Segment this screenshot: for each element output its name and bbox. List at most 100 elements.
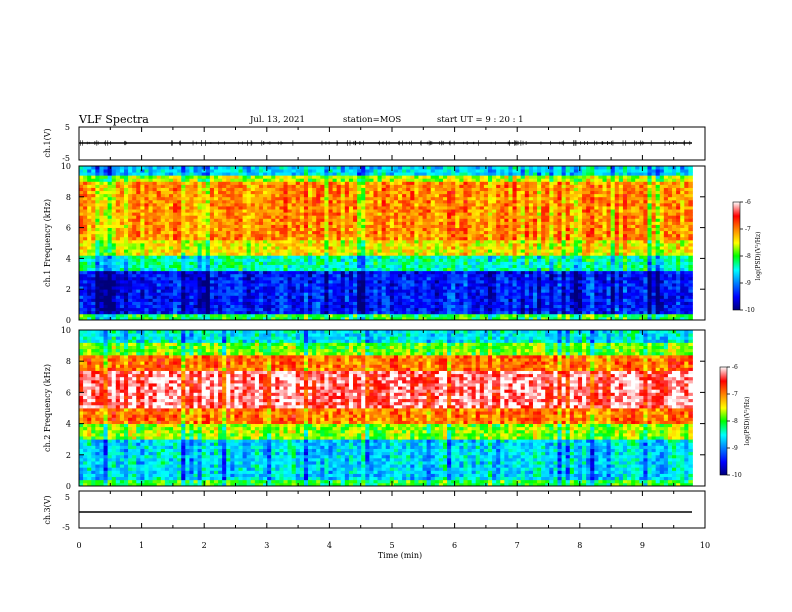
spectrogram-cell [128,187,133,192]
spectrogram-cell [410,221,415,225]
spectrogram-cell [156,196,162,201]
spectrogram-cell [426,209,432,213]
spectrogram-cell [434,252,440,256]
spectrogram-cell [312,264,317,269]
spectrogram-cell [111,246,117,250]
spectrogram-cell [361,181,366,185]
spectrogram-cell [434,261,440,265]
spectrogram-cell [344,267,350,272]
spectrogram-cell [79,178,84,182]
spectrogram-cell [406,236,411,241]
spectrogram-cell [156,295,162,299]
spectrogram-cell [205,313,211,318]
spectrogram-cell [230,279,235,284]
spectrogram-cell [226,307,231,312]
spectrogram-cell [103,243,109,247]
spectrogram-cell [91,283,96,287]
spectrogram-cell [410,255,415,259]
spectrogram-cell [316,301,321,305]
spectrogram-cell [136,199,141,204]
spectrogram-cell [230,233,235,238]
spectrogram-cell [398,196,403,201]
spectrogram-cell [123,212,129,216]
spectrogram-cell [308,224,313,228]
spectrogram-cell [242,184,248,188]
spectrogram-cell [467,181,473,185]
spectrogram-cell [287,267,293,272]
spectrogram-cell [119,181,125,185]
spectrogram-cell [353,286,358,290]
spectrogram-cell [312,172,317,176]
spectrogram-cell [193,273,199,278]
spectrogram-cell [111,215,117,219]
spectrogram-cell [201,184,207,188]
spectrogram-cell [95,313,100,318]
spectrogram-cell [434,301,440,305]
spectrogram-cell [95,307,100,312]
spectrogram-cell [234,307,239,312]
spectrogram-cell [250,273,256,278]
spectrogram-cell [312,261,317,265]
spectrogram-cell [320,202,325,207]
spectrogram-cell [250,313,256,318]
spectrogram-cell [324,301,329,305]
spectrogram-cell [369,233,374,238]
spectrogram-cell [258,175,264,179]
spectrogram-cell [136,227,141,232]
spectrogram-cell [258,202,264,207]
spectrogram-cell [299,199,305,204]
spectrogram-cell [332,193,338,198]
spectrogram-cell [308,270,313,275]
spectrogram-cell [344,184,350,188]
spectrogram-cell [332,264,338,269]
spectrogram-cell [312,166,317,170]
spectrogram-cell [95,196,100,201]
spectrogram-cell [91,230,96,235]
spectrogram-cell [263,313,268,318]
spectrogram-cell [283,295,288,299]
spectrogram-cell [132,184,137,188]
spectrogram-cell [291,227,297,232]
spectrogram-cell [455,181,460,185]
spectrogram-cell [238,283,243,287]
spectrogram-cell [177,252,182,256]
spectrogram-cell [189,298,194,302]
spectrogram-cell [406,230,411,235]
spectrogram-cell [406,187,411,192]
spectrogram-cell [385,178,391,182]
spectrogram-cell [250,316,256,321]
spectrogram-cell [361,224,366,228]
spectrogram-cell [271,270,276,275]
spectrogram-cell [275,215,280,219]
spectrogram-cell [107,264,113,269]
spectrogram-cell [242,218,248,222]
spectrogram-cell [271,286,276,290]
spectrogram-cell [201,190,207,195]
spectrogram-cell [258,199,264,204]
spectrogram-cell [381,233,387,238]
spectrogram-cell [128,209,133,213]
spectrogram-cell [226,279,231,284]
spectrogram-cell [136,190,141,195]
spectrogram-cell [275,236,280,241]
spectrogram-cell [263,279,268,284]
spectrogram-cell [258,190,264,195]
spectrogram-cell [209,313,215,318]
spectrogram-cell [340,196,346,201]
spectrogram-cell [177,233,182,238]
spectrogram-cell [238,286,243,290]
spectrogram-cell [287,292,293,296]
spectrogram-cell [140,276,145,281]
spectrogram-cell [303,304,309,309]
spectrogram-cell [414,313,419,318]
spectrogram-cell [164,283,170,287]
spectrogram-cell [353,252,358,256]
spectrogram-cell [185,193,190,198]
spectrogram-cell [201,261,207,265]
spectrogram-cell [156,206,162,210]
spectrogram-cell [258,310,264,315]
spectrogram-cell [451,202,456,207]
spectrogram-cell [132,298,137,302]
spectrogram-cell [471,252,477,256]
spectrogram-cell [312,252,317,256]
